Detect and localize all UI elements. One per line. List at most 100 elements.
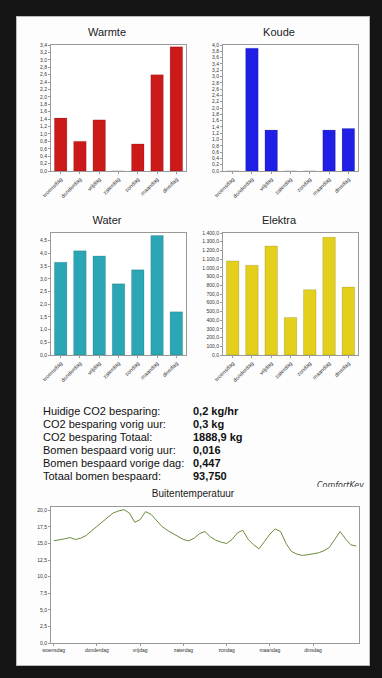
svg-text:vrijdag: vrijdag [86,360,102,376]
svg-text:0,6: 0,6 [40,146,47,152]
svg-text:2,2: 2,2 [40,86,47,92]
svg-text:800,0: 800,0 [206,282,219,288]
svg-text:zondag: zondag [295,360,312,377]
svg-text:maandag: maandag [259,647,280,653]
svg-text:4,0: 4,0 [40,250,47,256]
svg-text:100,0: 100,0 [206,343,219,349]
svg-text:3,0: 3,0 [212,73,219,79]
svg-text:Buitentemperatuur: Buitentemperatuur [152,488,235,499]
svg-text:zondag: zondag [218,647,235,653]
svg-text:2,8: 2,8 [212,80,219,86]
svg-text:1,6: 1,6 [40,108,47,114]
svg-text:3,6: 3,6 [212,54,219,60]
svg-text:zaterdag: zaterdag [102,176,121,195]
svg-text:zaterdag: zaterdag [102,360,121,379]
svg-text:maandag: maandag [311,360,331,380]
svg-text:1,4: 1,4 [40,116,47,122]
svg-text:0,8: 0,8 [40,138,47,144]
svg-text:1,2: 1,2 [40,123,47,129]
svg-text:7,5: 7,5 [40,590,47,596]
svg-text:1,8: 1,8 [40,101,47,107]
svg-text:0,0: 0,0 [212,168,219,174]
svg-text:3,8: 3,8 [212,48,219,54]
svg-text:17,5: 17,5 [37,524,47,530]
svg-text:5,0: 5,0 [40,607,47,613]
svg-text:2,6: 2,6 [40,71,47,77]
svg-text:2,5: 2,5 [40,623,47,629]
svg-text:500,0: 500,0 [206,308,219,314]
svg-text:1,0: 1,0 [212,136,219,142]
svg-text:dinsdag: dinsdag [161,176,179,194]
svg-text:0,2: 0,2 [40,160,47,166]
svg-text:2,6: 2,6 [212,86,219,92]
svg-text:3,0: 3,0 [40,276,47,282]
svg-text:3,4: 3,4 [212,61,219,67]
svg-text:1.200,0: 1.200,0 [202,247,219,253]
svg-text:maandag: maandag [139,176,159,196]
svg-text:200,0: 200,0 [206,334,219,340]
svg-text:donderdag: donderdag [85,647,109,653]
svg-text:woensdag: woensdag [41,176,64,199]
svg-text:maandag: maandag [139,360,159,380]
svg-text:1,0: 1,0 [40,326,47,332]
svg-text:3,5: 3,5 [40,263,47,269]
svg-text:Elektra: Elektra [262,214,297,226]
svg-text:1.100,0: 1.100,0 [202,256,219,262]
svg-text:dinsdag: dinsdag [161,360,179,378]
svg-text:vrijdag: vrijdag [258,360,274,376]
svg-text:Water: Water [93,214,122,226]
svg-text:2,4: 2,4 [212,92,219,98]
svg-text:zaterdag: zaterdag [274,360,293,379]
svg-text:0,0: 0,0 [212,352,219,358]
svg-text:0,0: 0,0 [40,640,47,646]
svg-text:vrijdag: vrijdag [133,647,148,653]
svg-text:1,2: 1,2 [212,130,219,136]
svg-text:0,2: 0,2 [212,161,219,167]
svg-text:3,2: 3,2 [40,49,47,55]
svg-text:3,0: 3,0 [40,57,47,63]
svg-text:vrijdag: vrijdag [258,176,274,192]
svg-text:1.000,0: 1.000,0 [202,265,219,271]
svg-text:1,8: 1,8 [212,111,219,117]
svg-text:0,4: 0,4 [212,155,219,161]
svg-text:donderdag: donderdag [232,176,255,199]
svg-text:0,5: 0,5 [40,339,47,345]
svg-text:vrijdag: vrijdag [86,176,102,192]
svg-text:700,0: 700,0 [206,291,219,297]
svg-text:600,0: 600,0 [206,299,219,305]
svg-text:2,8: 2,8 [40,64,47,70]
svg-text:4,5: 4,5 [40,237,47,243]
svg-text:zondag: zondag [123,176,140,193]
svg-text:dinsdag: dinsdag [333,360,351,378]
svg-text:12,5: 12,5 [37,557,47,563]
svg-text:woensdag: woensdag [213,360,236,383]
svg-text:2,4: 2,4 [40,79,47,85]
svg-text:zondag: zondag [295,176,312,193]
svg-text:woensdag: woensdag [42,647,65,653]
svg-text:2,0: 2,0 [40,94,47,100]
svg-text:3,4: 3,4 [40,42,47,48]
svg-text:2,5: 2,5 [40,288,47,294]
svg-text:Koude: Koude [263,26,295,38]
svg-text:1,4: 1,4 [212,124,219,130]
svg-text:0,4: 0,4 [40,153,47,159]
svg-text:10,0: 10,0 [37,573,47,579]
svg-text:maandag: maandag [311,176,331,196]
svg-text:dinsdag: dinsdag [304,647,322,653]
svg-text:woensdag: woensdag [41,360,64,383]
svg-text:0,8: 0,8 [212,143,219,149]
svg-text:2,2: 2,2 [212,98,219,104]
svg-text:0,0: 0,0 [40,168,47,174]
svg-text:0,6: 0,6 [212,149,219,155]
svg-text:dinsdag: dinsdag [333,176,351,194]
svg-text:20,0: 20,0 [37,507,47,513]
svg-text:2,0: 2,0 [40,301,47,307]
svg-text:0,0: 0,0 [40,352,47,358]
svg-text:zaterdag: zaterdag [174,647,194,653]
svg-text:Warmte: Warmte [88,26,126,38]
svg-text:1.400,0: 1.400,0 [202,230,219,236]
svg-text:1.300,0: 1.300,0 [202,238,219,244]
svg-text:1,5: 1,5 [40,314,47,320]
svg-text:donderdag: donderdag [60,360,83,383]
svg-text:2,0: 2,0 [212,105,219,111]
